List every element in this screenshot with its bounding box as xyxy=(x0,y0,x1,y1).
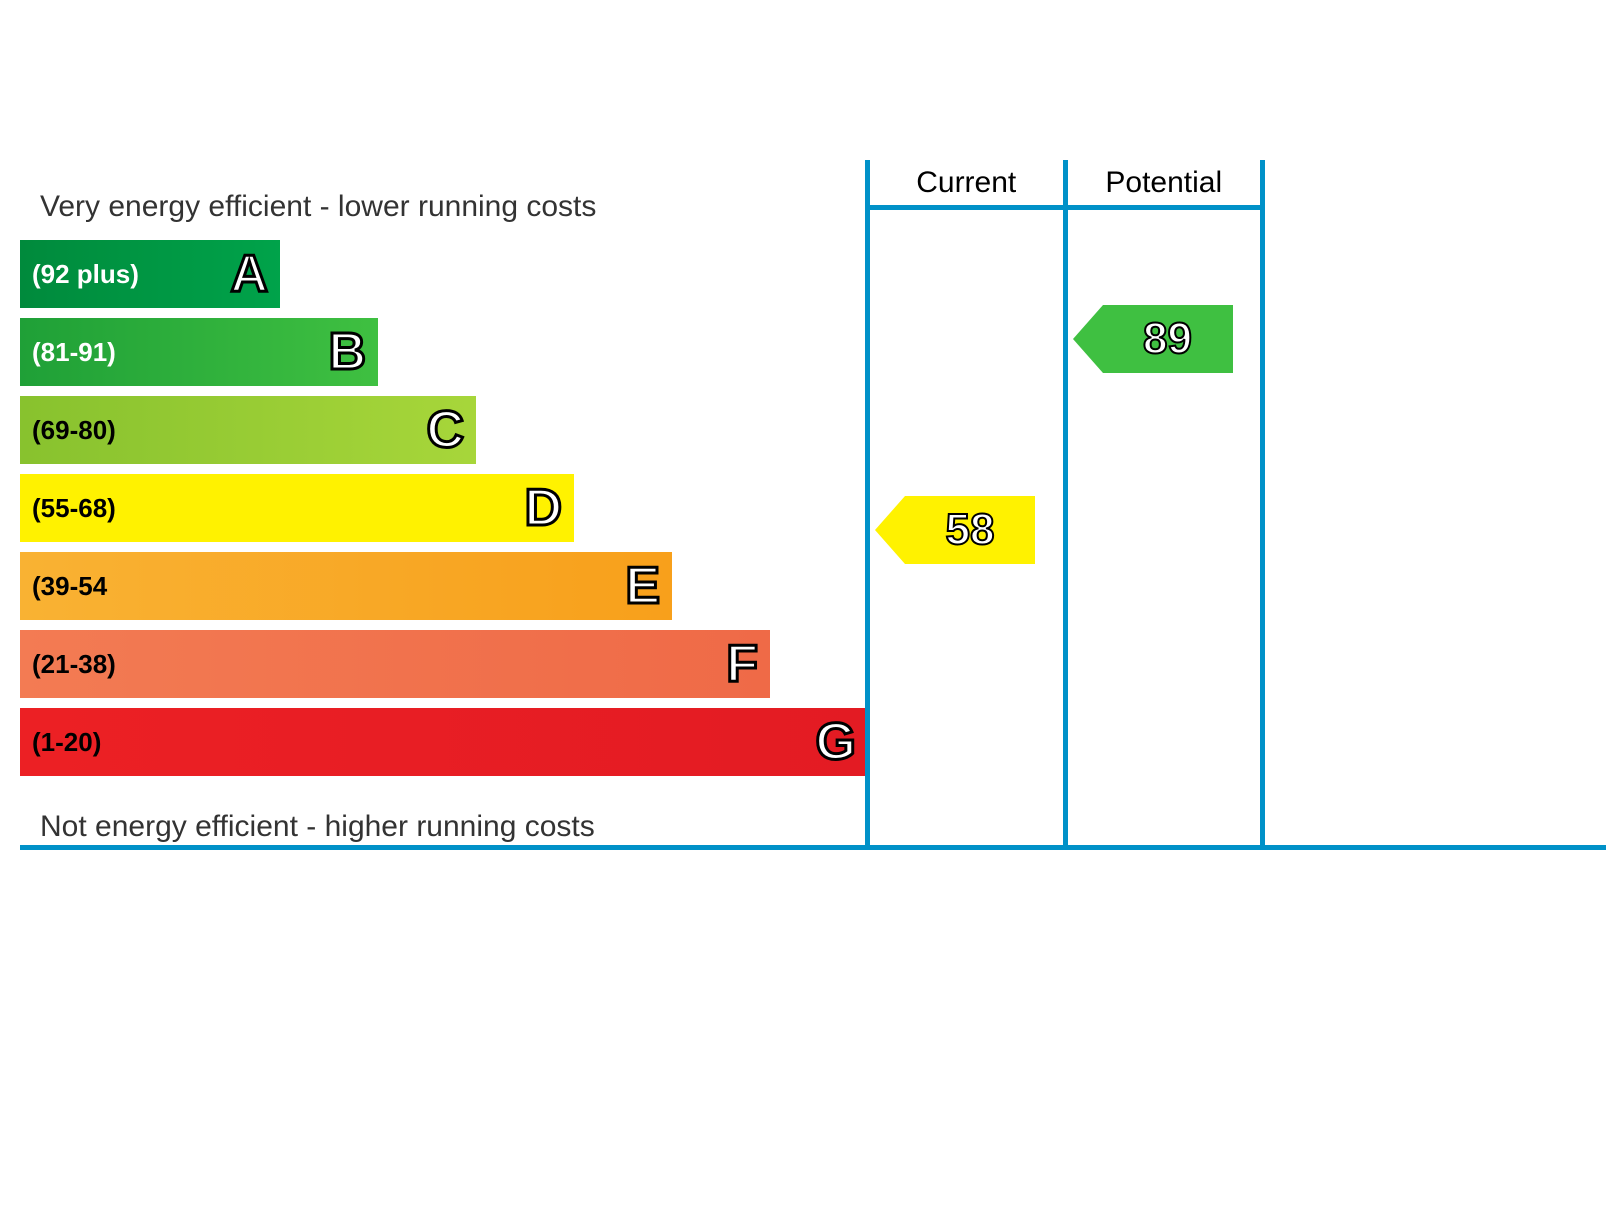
potential-value: 89 xyxy=(1103,305,1233,373)
band-d-range: (55-68) xyxy=(32,493,116,524)
band-d: (55-68) D xyxy=(20,474,574,542)
band-c: (69-80) C xyxy=(20,396,476,464)
potential-pointer: 89 xyxy=(1073,305,1233,373)
current-pointer-arrow xyxy=(875,496,905,564)
chart-baseline xyxy=(20,845,1606,850)
band-e: (39-54 E xyxy=(20,552,672,620)
band-b-range: (81-91) xyxy=(32,337,116,368)
band-e-letter: E xyxy=(625,556,660,616)
current-header: Current xyxy=(870,160,1063,210)
band-g-letter: G xyxy=(816,712,856,772)
band-b: (81-91) B xyxy=(20,318,378,386)
band-c-range: (69-80) xyxy=(32,415,116,446)
potential-header: Potential xyxy=(1068,160,1261,210)
band-a: (92 plus) A xyxy=(20,240,280,308)
band-b-letter: B xyxy=(328,322,366,382)
current-value: 58 xyxy=(905,496,1035,564)
rating-columns: Current 58 Potential 89 xyxy=(865,160,1265,850)
band-f: (21-38) F xyxy=(20,630,770,698)
top-efficiency-label: Very energy efficient - lower running co… xyxy=(40,190,596,224)
band-g-range: (1-20) xyxy=(32,727,101,758)
current-pointer: 58 xyxy=(875,496,1035,564)
potential-pointer-arrow xyxy=(1073,305,1103,373)
band-d-letter: D xyxy=(524,478,562,538)
band-g: (1-20) G xyxy=(20,708,868,776)
band-f-letter: F xyxy=(726,634,758,694)
band-e-range: (39-54 xyxy=(32,571,107,602)
bottom-efficiency-label: Not energy efficient - higher running co… xyxy=(40,810,595,844)
potential-column: Potential 89 xyxy=(1068,160,1266,845)
band-a-letter: A xyxy=(230,244,268,304)
current-column: Current 58 xyxy=(870,160,1068,845)
band-f-range: (21-38) xyxy=(32,649,116,680)
band-c-letter: C xyxy=(426,400,464,460)
band-a-range: (92 plus) xyxy=(32,259,139,290)
